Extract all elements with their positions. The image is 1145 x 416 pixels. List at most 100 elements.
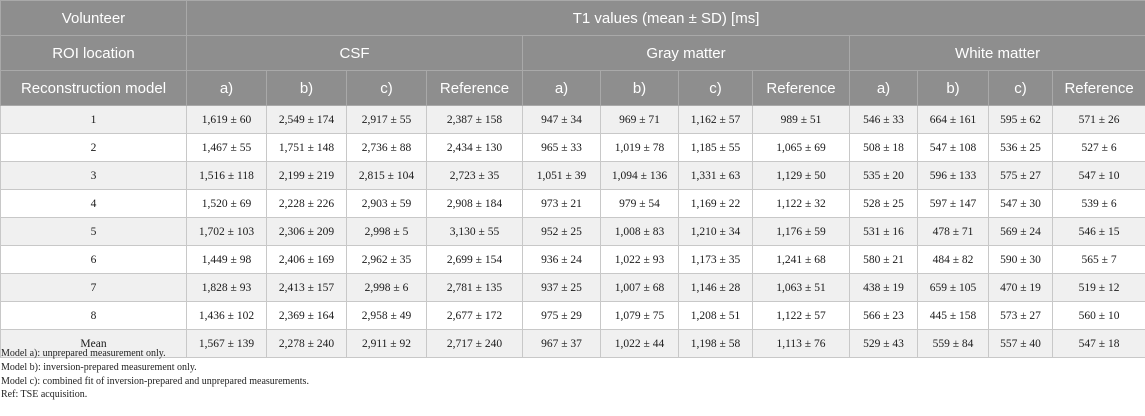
table-body: 1 1,619 ± 60 2,549 ± 174 2,917 ± 55 2,387 ± …	[0, 105, 1145, 358]
t1-value-cell: 2,199 ± 219	[266, 161, 347, 190]
t1-value-cell: 470 ± 19	[988, 273, 1053, 302]
t1-value-cell: 2,413 ± 157	[266, 273, 347, 302]
t1-value-cell: 2,306 ± 209	[266, 217, 347, 246]
t1-value-cell: 1,169 ± 22	[678, 189, 753, 218]
volunteer-row: 3 1,516 ± 118 2,199 ± 219 2,815 ± 104 2,723 …	[0, 161, 1145, 190]
volunteer-id-cell: 3	[0, 161, 187, 190]
t1-value-cell: 2,278 ± 240	[266, 329, 347, 358]
volunteer-row: 7 1,828 ± 93 2,413 ± 157 2,998 ± 6 2,781 ± 1…	[0, 273, 1145, 302]
t1-value-cell: 438 ± 19	[849, 273, 918, 302]
t1-value-cell: 1,198 ± 58	[678, 329, 753, 358]
reconstruction-model-header: Reconstruction model	[0, 70, 187, 106]
volunteer-row: 4 1,520 ± 69 2,228 ± 226 2,903 ± 59 2,908 ± …	[0, 189, 1145, 218]
t1-value-cell: 2,434 ± 130	[426, 133, 523, 162]
t1-value-cell: 1,436 ± 102	[186, 301, 267, 330]
model-column-header: Reference	[1051, 70, 1145, 106]
t1-value-cell: 595 ± 62	[988, 105, 1053, 134]
t1-value-cell: 1,619 ± 60	[186, 105, 267, 134]
t1-value-cell: 547 ± 108	[917, 133, 989, 162]
t1-value-cell: 1,176 ± 59	[752, 217, 850, 246]
t1-value-cell: 1,146 ± 28	[678, 273, 753, 302]
t1-value-cell: 952 ± 25	[522, 217, 601, 246]
t1-value-cell: 547 ± 30	[988, 189, 1053, 218]
t1-value-cell: 529 ± 43	[849, 329, 918, 358]
t1-value-cell: 1,162 ± 57	[678, 105, 753, 134]
t1-value-cell: 1,516 ± 118	[186, 161, 267, 190]
t1-value-cell: 937 ± 25	[522, 273, 601, 302]
t1-value-cell: 947 ± 34	[522, 105, 601, 134]
footnote-line: Model a): unprepared measurement only.	[1, 348, 166, 359]
footnote-line: Model b): inversion-prepared measurement…	[1, 361, 197, 373]
t1-value-cell: 2,717 ± 240	[426, 329, 523, 358]
t1-value-cell: 2,917 ± 55	[346, 105, 427, 134]
t1-value-cell: 571 ± 26	[1051, 105, 1145, 134]
t1-value-cell: 965 ± 33	[522, 133, 601, 162]
t1-value-cell: 989 ± 51	[752, 105, 850, 134]
t1-value-cell: 596 ± 133	[917, 161, 989, 190]
model-column-header: Reference	[752, 70, 850, 106]
t1-value-cell: 569 ± 24	[988, 217, 1053, 246]
volunteer-id-cell: 2	[0, 133, 187, 162]
t1-value-cell: 2,903 ± 59	[346, 189, 427, 218]
t1-value-cell: 975 ± 29	[522, 301, 601, 330]
volunteer-id-cell: Mean	[0, 329, 187, 358]
t1-value-cell: 1,008 ± 83	[600, 217, 679, 246]
t1-value-cell: 1,122 ± 32	[752, 189, 850, 218]
t1-value-cell: 546 ± 33	[849, 105, 918, 134]
csf-header: CSF	[186, 35, 523, 71]
t1-value-cell: 1,022 ± 93	[600, 245, 679, 274]
t1-value-cell: 2,962 ± 35	[346, 245, 427, 274]
model-column-header: a)	[849, 70, 918, 106]
t1-value-cell: 557 ± 40	[988, 329, 1053, 358]
t1-value-cell: 1,094 ± 136	[600, 161, 679, 190]
t1-value-cell: 566 ± 23	[849, 301, 918, 330]
t1-value-cell: 2,699 ± 154	[426, 245, 523, 274]
t1-value-cell: 967 ± 37	[522, 329, 601, 358]
model-column-header: Reference	[426, 70, 523, 106]
t1-value-cell: 565 ± 7	[1051, 245, 1145, 274]
volunteer-row: 2 1,467 ± 55 1,751 ± 148 2,736 ± 88 2,434 ± …	[0, 133, 1145, 162]
t1-value-cell: 2,387 ± 158	[426, 105, 523, 134]
t1-value-cell: 1,173 ± 35	[678, 245, 753, 274]
t1-value-cell: 1,702 ± 103	[186, 217, 267, 246]
volunteer-row: 1 1,619 ± 60 2,549 ± 174 2,917 ± 55 2,387 ± …	[0, 105, 1145, 134]
model-column-header: c)	[346, 70, 427, 106]
t1-value-cell: 547 ± 10	[1051, 161, 1145, 190]
model-column-header: c)	[988, 70, 1053, 106]
volunteer-header: Volunteer	[0, 0, 187, 36]
t1-value-cell: 1,079 ± 75	[600, 301, 679, 330]
t1-value-cell: 1,185 ± 55	[678, 133, 753, 162]
t1-value-cell: 2,549 ± 174	[266, 105, 347, 134]
t1-value-cell: 528 ± 25	[849, 189, 918, 218]
t1-value-cell: 664 ± 161	[917, 105, 989, 134]
t1-value-cell: 1,129 ± 50	[752, 161, 850, 190]
table-header: Volunteer T1 values (mean ± SD) [ms] ROI…	[0, 0, 1145, 106]
t1-value-cell: 1,520 ± 69	[186, 189, 267, 218]
t1-value-cell: 1,751 ± 148	[266, 133, 347, 162]
mean-row: Mean 1,567 ± 139 2,278 ± 240 2,911 ± 92 2,71…	[0, 329, 1145, 358]
volunteer-row: 6 1,449 ± 98 2,406 ± 169 2,962 ± 35 2,699 ± …	[0, 245, 1145, 274]
footnote-line: Model c): combined fit of inversion-prep…	[1, 375, 309, 387]
header-row-model: Reconstruction model a) b) c) Reference a) b)…	[0, 70, 1145, 106]
t1-value-cell: 508 ± 18	[849, 133, 918, 162]
t1-value-cell: 973 ± 21	[522, 189, 601, 218]
t1-value-cell: 1,210 ± 34	[678, 217, 753, 246]
t1-value-cell: 1,828 ± 93	[186, 273, 267, 302]
t1-value-cell: 580 ± 21	[849, 245, 918, 274]
t1-value-cell: 1,467 ± 55	[186, 133, 267, 162]
t1-value-cell: 936 ± 24	[522, 245, 601, 274]
t1-values-title: T1 values (mean ± SD) [ms]	[185, 0, 1145, 36]
volunteer-id-cell: 4	[0, 189, 187, 218]
table-footnotes: Model a): unprepared measurement only. Mo…	[1, 347, 309, 402]
t1-value-cell: 597 ± 147	[917, 189, 989, 218]
model-column-header: b)	[266, 70, 347, 106]
t1-value-cell: 1,122 ± 57	[752, 301, 850, 330]
t1-value-cell: 1,063 ± 51	[752, 273, 850, 302]
t1-value-cell: 2,228 ± 226	[266, 189, 347, 218]
t1-value-cell: 2,998 ± 5	[346, 217, 427, 246]
t1-value-cell: 527 ± 6	[1051, 133, 1145, 162]
t1-value-cell: 2,781 ± 135	[426, 273, 523, 302]
t1-value-cell: 539 ± 6	[1051, 189, 1145, 218]
volunteer-id-cell: 6	[0, 245, 187, 274]
t1-value-cell: 1,051 ± 39	[522, 161, 601, 190]
